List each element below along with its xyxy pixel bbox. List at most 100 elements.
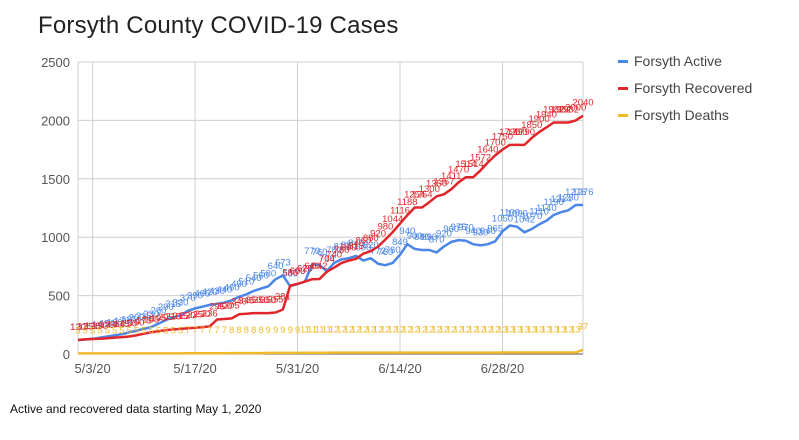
forsyth-active-data-label: 770	[304, 246, 320, 257]
forsyth-recovered-data-label: 195	[151, 313, 167, 324]
forsyth-deaths-data-label: 12	[431, 325, 442, 336]
forsyth-recovered-data-label: 1750	[492, 132, 513, 143]
footnote: Active and recovered data starting May 1…	[10, 402, 262, 416]
forsyth-recovered-data-label: 230	[194, 309, 210, 320]
forsyth-deaths-data-label: 5	[178, 325, 183, 336]
forsyth-recovered-data-label: 1116	[390, 206, 410, 217]
forsyth-active-data-label: 260	[151, 306, 167, 317]
forsyth-recovered-data-label: 355	[268, 295, 284, 306]
forsyth-active-data-label: 405	[194, 289, 210, 300]
forsyth-recovered-data-label: 1470	[448, 164, 469, 175]
forsyth-recovered-data-label: 586	[282, 268, 298, 279]
forsyth-active-data-label: 760	[312, 247, 328, 258]
forsyth-deaths-data-label: 8	[251, 325, 256, 336]
forsyth-recovered-data-label: 1790	[514, 127, 535, 138]
forsyth-recovered-data-label: 125	[77, 321, 93, 332]
forsyth-recovered-data-label: 220	[180, 310, 196, 321]
forsyth-deaths-data-label: 13	[519, 324, 530, 335]
legend-item: Forsyth Deaths	[618, 106, 729, 124]
forsyth-recovered-data-label: 2000	[565, 102, 586, 113]
forsyth-active-data-label: 920	[436, 229, 452, 240]
forsyth-deaths-data-label: 7	[222, 325, 227, 336]
forsyth-recovered-data-label: 135	[99, 320, 115, 331]
forsyth-recovered-data-label: 1254	[404, 190, 425, 201]
legend-swatch	[618, 59, 628, 63]
forsyth-active-line	[77, 203, 583, 342]
forsyth-recovered-data-label: 236	[202, 308, 218, 319]
forsyth-recovered-data-label: 2040	[572, 98, 593, 109]
forsyth-active-data-label: 330	[173, 297, 189, 308]
forsyth-recovered-data-label: 980	[377, 222, 393, 233]
forsyth-deaths-data-label: 9	[280, 325, 285, 336]
forsyth-active-data-label: 620	[297, 264, 313, 275]
forsyth-active-data-label: 780	[385, 245, 401, 256]
forsyth-active-data-label: 420	[202, 287, 218, 298]
y-tick-label: 2500	[41, 55, 70, 70]
forsyth-deaths-data-label: 13	[556, 324, 567, 335]
forsyth-deaths-data-label: 12	[380, 325, 391, 336]
forsyth-recovered-data-label: 1188	[397, 197, 417, 208]
forsyth-recovered-data-label: 780	[334, 245, 350, 256]
gridlines	[77, 61, 584, 355]
forsyth-active-data-label: 760	[377, 247, 393, 258]
legend-label: Forsyth Recovered	[634, 80, 753, 96]
forsyth-recovered-data-label: 1850	[521, 120, 542, 131]
forsyth-recovered-data-label: 1514	[455, 159, 476, 170]
chart-title: Forsyth County COVID-19 Cases	[38, 12, 399, 39]
forsyth-recovered-data-label: 920	[370, 229, 386, 240]
forsyth-recovered-data-label: 1790	[499, 127, 520, 138]
forsyth-active-data-label: 150	[99, 318, 115, 329]
forsyth-active-data-label: 510	[238, 276, 254, 287]
forsyth-deaths-data-label: 13	[505, 324, 516, 335]
forsyth-recovered-data-label: 345	[238, 296, 254, 307]
forsyth-recovered-data-label: 140	[107, 320, 123, 331]
forsyth-recovered-data-label: 130	[92, 321, 108, 332]
forsyth-active-data-label: 390	[187, 290, 203, 301]
forsyth-deaths-data-label: 12	[446, 325, 457, 336]
forsyth-recovered-data-label: 704	[319, 254, 335, 265]
forsyth-deaths-data-label: 7	[192, 325, 197, 336]
forsyth-active-data-label: 1276	[565, 187, 586, 198]
forsyth-active-data-label: 975	[451, 222, 467, 233]
forsyth-recovered-data-label: 1982	[543, 105, 564, 116]
forsyth-deaths-data-label: 8	[244, 325, 249, 336]
forsyth-deaths-data-label: 5	[90, 325, 95, 336]
x-tick-label: 5/31/20	[276, 361, 319, 376]
forsyth-active-data-label: 965	[487, 223, 503, 234]
forsyth-deaths-data-label: 12	[483, 325, 494, 336]
forsyth-active-data-label: 640	[268, 261, 284, 272]
axes: 0 500 1000 1500 2000 2500 5/3/20 5/17/20 5/31/20…	[41, 55, 524, 376]
forsyth-recovered-data-label: 185	[143, 314, 159, 325]
forsyth-active-data-label: 200	[129, 313, 145, 324]
forsyth-recovered-data-label: 1044	[382, 214, 403, 225]
forsyth-active-data-label: 440	[216, 285, 232, 296]
forsyth-active-data-label: 130	[85, 321, 101, 332]
legend-swatch	[618, 86, 628, 90]
forsyth-deaths-data-label: 12	[351, 325, 362, 336]
forsyth-recovered-data-label: 600	[290, 266, 306, 277]
forsyth-deaths-data-label: 13	[541, 324, 552, 335]
forsyth-active-data-label: 185	[121, 314, 137, 325]
forsyth-deaths-data-label: 13	[548, 324, 559, 335]
forsyth-deaths-data-label: 12	[468, 325, 479, 336]
x-tick-label: 6/14/20	[378, 361, 421, 376]
forsyth-recovered-data-label: 1367	[433, 176, 454, 187]
legend-item: Forsyth Active	[618, 52, 722, 70]
forsyth-deaths-data-label: 12	[344, 325, 355, 336]
legend-label: Forsyth Active	[634, 53, 722, 69]
forsyth-active-data-label: 1110	[529, 206, 549, 217]
forsyth-recovered-data-label: 1982	[550, 105, 571, 116]
forsyth-deaths-data-label: 37	[578, 322, 589, 333]
forsyth-deaths-data-label: 5	[112, 325, 117, 336]
forsyth-deaths-data-label: 5	[163, 325, 168, 336]
forsyth-deaths-data-label: 13	[512, 324, 523, 335]
forsyth-active-data-label: 870	[429, 234, 445, 245]
forsyth-active-data-label: 1230	[558, 192, 579, 203]
forsyth-active-data-label: 1100	[500, 208, 520, 219]
x-tick-label: 5/17/20	[173, 361, 216, 376]
forsyth-active-data-label: 1070	[521, 211, 542, 222]
forsyth-active-data-label: 170	[114, 316, 130, 327]
forsyth-recovered-data-label: 1254	[411, 190, 432, 201]
forsyth-active-data-label: 160	[107, 317, 123, 328]
